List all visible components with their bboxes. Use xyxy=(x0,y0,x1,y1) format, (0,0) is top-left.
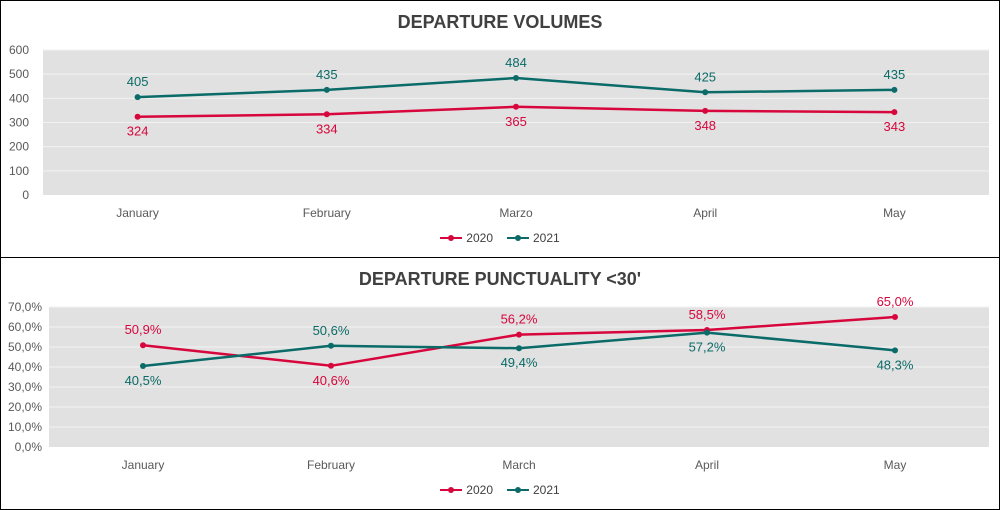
y-tick-label: 300 xyxy=(9,116,29,130)
data-label-2020: 40,6% xyxy=(313,373,350,388)
legend-item-2021: 2021 xyxy=(507,483,560,497)
data-label-2021: 425 xyxy=(694,69,716,84)
y-tick-label: 100 xyxy=(9,164,29,178)
y-tick-label: 600 xyxy=(9,43,29,57)
data-label-2020: 334 xyxy=(316,121,338,136)
data-point-2021 xyxy=(704,329,710,336)
data-point-2020 xyxy=(892,314,898,320)
x-tick-label: February xyxy=(307,458,355,472)
legend-label-2020: 2020 xyxy=(466,231,493,245)
legend-marker-2020 xyxy=(440,233,463,243)
data-label-2020: 65,0% xyxy=(877,294,914,309)
legend-marker-2021 xyxy=(507,233,529,243)
legend-label-2020: 2020 xyxy=(466,483,493,497)
data-point-2021 xyxy=(140,363,146,369)
x-tick-label: April xyxy=(695,458,719,472)
data-label-2020: 324 xyxy=(127,124,149,139)
y-tick-label: 70,0% xyxy=(8,300,42,314)
data-point-2021 xyxy=(892,347,898,354)
x-tick-label: March xyxy=(502,458,535,472)
y-tick-label: 0,0% xyxy=(15,440,43,454)
data-point-2020 xyxy=(891,109,898,116)
data-label-2021: 484 xyxy=(505,55,527,70)
legend: 2020 2021 xyxy=(1,231,999,245)
y-tick-label: 20,0% xyxy=(8,400,42,414)
chart-title: DEPARTURE VOLUMES xyxy=(397,12,603,32)
legend-label-2021: 2021 xyxy=(533,231,560,245)
y-tick-label: 50,0% xyxy=(8,340,42,354)
data-point-2020 xyxy=(513,103,519,110)
legend-marker-2020 xyxy=(440,485,463,495)
legend-marker-2021 xyxy=(507,485,529,495)
data-point-2021 xyxy=(328,342,334,349)
y-tick-label: 10,0% xyxy=(8,420,42,434)
legend: 2020 2021 xyxy=(1,483,999,497)
data-label-2021: 405 xyxy=(127,74,149,89)
data-point-2021 xyxy=(323,86,330,93)
departure-volumes-chart: 0 100 200 300 400 500 600 January February Marzo A… xyxy=(9,43,989,220)
data-label-2020: 56,2% xyxy=(501,312,538,327)
departure-punctuality-panel: DEPARTURE PUNCTUALITY <30' 0,0% 10,0% 20,0… xyxy=(0,257,1000,510)
data-point-2020 xyxy=(140,342,146,349)
data-label-2020: 348 xyxy=(694,118,716,133)
legend-item-2020: 2020 xyxy=(440,483,493,497)
data-label-2020: 365 xyxy=(505,114,527,129)
data-label-2020: 50,9% xyxy=(125,322,162,337)
data-point-2020 xyxy=(328,362,334,369)
data-point-2020 xyxy=(323,111,330,118)
y-tick-label: 40,0% xyxy=(8,360,42,374)
data-point-2021 xyxy=(702,89,709,96)
data-point-2021 xyxy=(516,345,522,352)
x-tick-label: May xyxy=(883,206,906,220)
y-tick-label: 200 xyxy=(9,140,29,154)
data-label-2021: 50,6% xyxy=(313,323,350,338)
y-tick-label: 0 xyxy=(22,188,29,202)
legend-item-2021: 2021 xyxy=(507,231,560,245)
data-label-2021: 40,5% xyxy=(125,373,162,388)
data-point-2020 xyxy=(702,107,709,114)
data-point-2020 xyxy=(134,113,141,120)
legend-item-2020: 2020 xyxy=(440,231,493,245)
data-label-2021: 435 xyxy=(316,67,338,82)
chart-title: DEPARTURE PUNCTUALITY <30' xyxy=(358,269,642,289)
data-point-2020 xyxy=(516,331,522,338)
data-label-2021: 49,4% xyxy=(501,355,538,370)
x-tick-label: May xyxy=(884,458,907,472)
y-tick-label: 400 xyxy=(9,91,29,105)
y-tick-label: 30,0% xyxy=(8,380,42,394)
data-point-2021 xyxy=(891,86,898,93)
data-label-2020: 58,5% xyxy=(689,307,726,322)
data-point-2021 xyxy=(513,75,519,82)
departure-punctuality-chart: 0,0% 10,0% 20,0% 30,0% 40,0% 50,0% 60,0% 70,0% J… xyxy=(8,294,989,472)
data-label-2020: 343 xyxy=(884,119,906,134)
x-tick-label: January xyxy=(122,458,165,472)
data-label-2021: 57,2% xyxy=(689,340,726,355)
x-tick-label: April xyxy=(693,206,717,220)
data-label-2021: 48,3% xyxy=(877,357,914,372)
legend-label-2021: 2021 xyxy=(533,483,560,497)
departure-volumes-panel: DEPARTURE VOLUMES 0 100 200 300 400 500 600 Jan… xyxy=(0,0,1000,258)
y-tick-label: 500 xyxy=(9,67,29,81)
x-tick-label: January xyxy=(116,206,159,220)
plot-area xyxy=(49,307,989,447)
x-tick-label: Marzo xyxy=(499,206,533,220)
x-tick-label: February xyxy=(303,206,351,220)
data-point-2021 xyxy=(134,94,141,101)
y-tick-label: 60,0% xyxy=(8,320,42,334)
data-label-2021: 435 xyxy=(884,67,906,82)
